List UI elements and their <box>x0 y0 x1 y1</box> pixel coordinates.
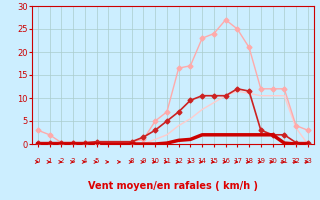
X-axis label: Vent moyen/en rafales ( km/h ): Vent moyen/en rafales ( km/h ) <box>88 181 258 191</box>
